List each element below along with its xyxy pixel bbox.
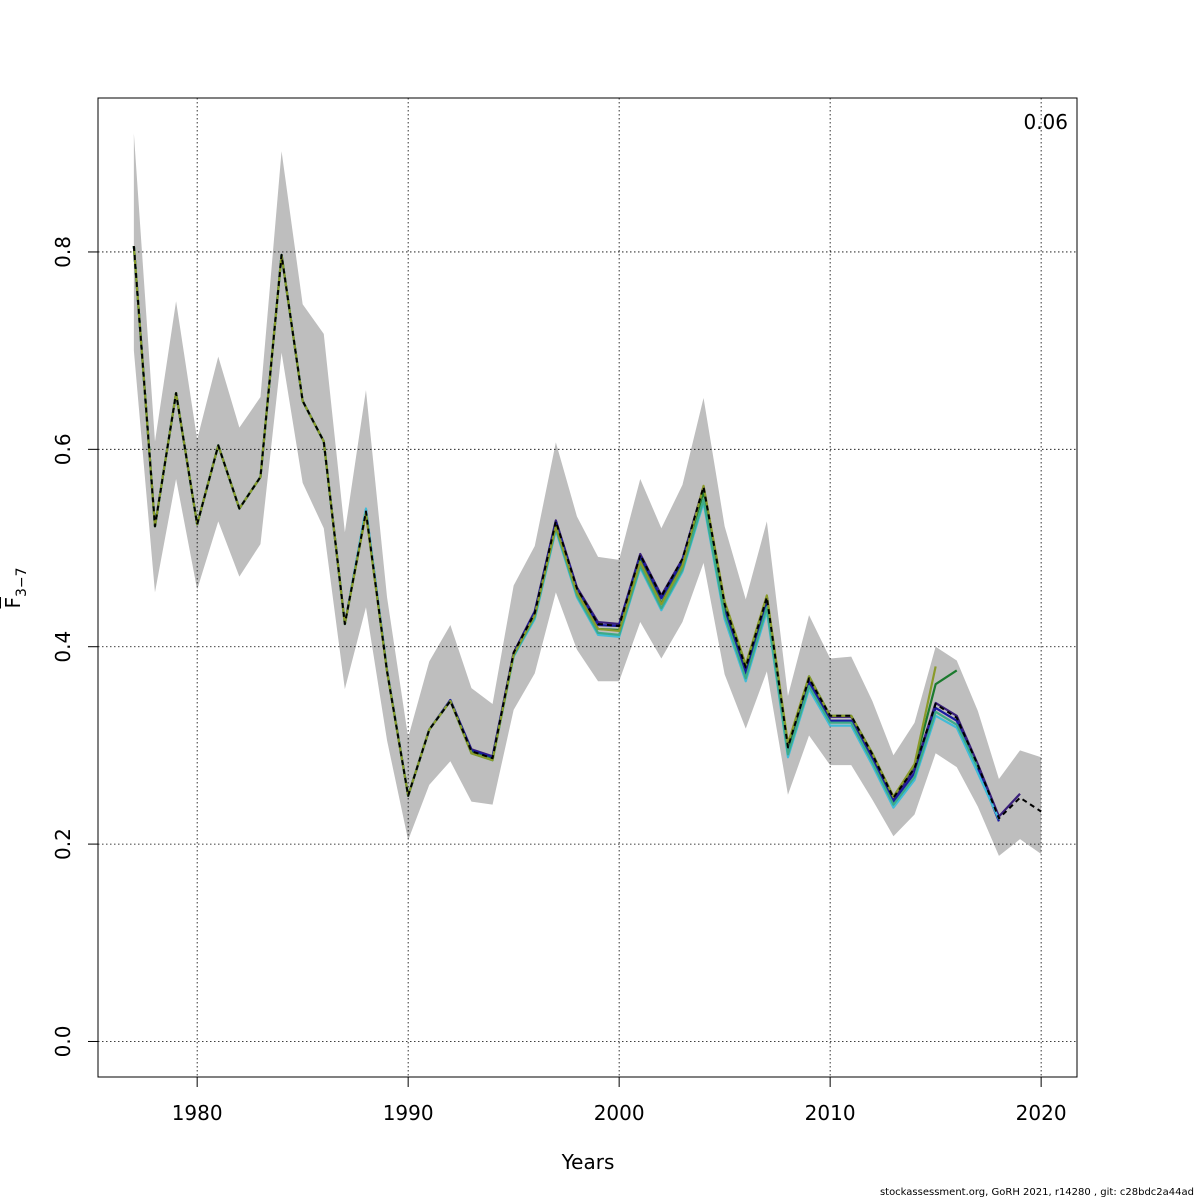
confidence-band: [133, 133, 1042, 856]
y-axis: 0.0 0.2 0.4 0.6 0.8: [51, 236, 98, 1057]
x-axis: 1980 1990 2000 2010 2020: [172, 1077, 1067, 1125]
corner-label: 0.06: [1023, 110, 1068, 134]
y-tick-label-group: 0.0: [51, 1026, 75, 1058]
x-tick-label: 1980: [172, 1101, 223, 1125]
svg-text:F3−7: F3−7: [1, 567, 30, 608]
series-line-0: [132, 245, 1042, 820]
confidence-band-layer: [133, 133, 1042, 856]
y-tick-label-group: 0.4: [51, 631, 75, 663]
plot-frame: [97, 97, 1078, 1078]
y-tick-label-group: 0.6: [51, 433, 75, 465]
y-tick-label-group: 0.2: [51, 828, 75, 860]
y-tick-label: 0.8: [51, 236, 75, 268]
x-tick-label: 2010: [805, 1101, 856, 1125]
series-layer: [132, 245, 1042, 822]
y-tick-label: 0.6: [51, 433, 75, 465]
y-tick-label-group: 0.8: [51, 236, 75, 268]
y-tick-label: 0.0: [51, 1026, 75, 1058]
y-axis-title-sub: 3−7: [14, 567, 30, 597]
y-axis-title-main: F: [1, 597, 25, 609]
x-tick-label: 2020: [1016, 1101, 1067, 1125]
grid-layer: [98, 98, 1077, 1077]
y-axis-title: F3−7: [1, 567, 30, 608]
x-axis-title: Years: [561, 1150, 615, 1174]
y-tick-label: 0.2: [51, 828, 75, 860]
x-tick-label: 2000: [594, 1101, 645, 1125]
x-tick-label: 1990: [383, 1101, 434, 1125]
footer-credit: stockassessment.org, GoRH 2021, r14280 ,…: [879, 1187, 1194, 1198]
y-tick-label: 0.4: [51, 631, 75, 663]
